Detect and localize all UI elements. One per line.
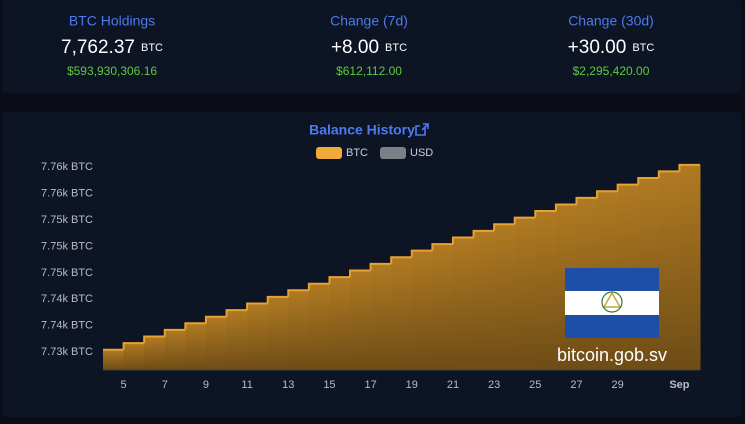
area-step — [370, 263, 392, 370]
stat-usd: $593,930,306.16 — [67, 64, 157, 78]
area-step — [391, 257, 413, 370]
step-edge — [596, 190, 618, 198]
y-tick-label: 7.74k BTC — [41, 320, 93, 332]
step-edge — [575, 196, 598, 205]
area-step — [452, 237, 475, 370]
stat-number: 7,762.37 — [61, 37, 135, 58]
step-edge — [122, 342, 145, 350]
step-edge — [410, 249, 433, 258]
area-step — [411, 250, 433, 370]
step-edge — [657, 170, 680, 179]
stat-unit: BTC — [141, 42, 163, 54]
step-edge — [163, 328, 186, 337]
area-step — [432, 244, 454, 370]
stat-value: 7,762.37 BTC — [61, 37, 163, 58]
x-tick-label: 29 — [612, 379, 624, 391]
flag — [565, 268, 659, 338]
stat-unit: BTC — [385, 42, 407, 54]
stat-label: Change (7d) — [330, 13, 408, 29]
step-edge — [513, 216, 536, 225]
y-tick-label: 7.73k BTC — [41, 346, 93, 358]
legend-swatch[interactable] — [316, 147, 342, 159]
y-tick-label: 7.75k BTC — [41, 267, 93, 279]
y-tick-label: 7.76k BTC — [41, 161, 93, 173]
stat-number: +30.00 — [568, 37, 627, 58]
step-edge — [616, 183, 639, 192]
external-link-icon[interactable] — [415, 123, 429, 136]
x-tick-label: 19 — [406, 379, 418, 391]
stat-unit: BTC — [632, 42, 654, 54]
area-step — [350, 270, 372, 370]
area-step — [144, 336, 166, 370]
area-step — [288, 290, 310, 370]
area-step — [103, 349, 125, 370]
step-edge — [328, 276, 351, 284]
stat-usd: $612,112.00 — [336, 64, 402, 78]
x-tick-label: 23 — [488, 379, 500, 391]
y-tick-label: 7.75k BTC — [41, 214, 93, 226]
area-step — [535, 211, 557, 370]
y-tick-label: 7.74k BTC — [41, 293, 93, 305]
area-step — [123, 343, 145, 370]
step-edge — [369, 262, 392, 271]
step-edge — [143, 335, 165, 344]
step-edge — [472, 229, 495, 238]
x-tick-label: 5 — [121, 379, 127, 391]
x-tick-label: 25 — [529, 379, 541, 391]
step-edge — [225, 309, 248, 317]
x-tick-label: 21 — [447, 379, 459, 391]
area-step — [267, 296, 289, 370]
step-edge — [678, 163, 700, 172]
x-tick-label: Sep — [669, 379, 689, 391]
step-edge — [349, 269, 371, 278]
area-step — [514, 217, 536, 370]
area-step — [247, 303, 269, 370]
area-step — [679, 164, 701, 370]
step-edge — [390, 256, 412, 264]
watermark: bitcoin.gob.sv — [557, 345, 667, 365]
area-step — [494, 224, 516, 370]
area-step — [329, 277, 351, 370]
x-tick-label: 7 — [162, 379, 168, 391]
stat-label: BTC Holdings — [69, 13, 155, 29]
step-edge — [637, 177, 659, 185]
legend-label[interactable]: BTC — [346, 147, 368, 159]
step-edge — [554, 203, 577, 212]
step-edge — [451, 236, 474, 245]
stat-value: +8.00 BTC — [331, 37, 407, 58]
stat-value: +30.00 BTC — [568, 37, 655, 58]
legend-swatch[interactable] — [380, 147, 406, 159]
x-tick-label: 17 — [364, 379, 376, 391]
step-edge — [204, 315, 227, 324]
x-tick-label: 13 — [282, 379, 294, 391]
step-edge — [184, 322, 206, 330]
step-edge — [266, 295, 289, 304]
stat-number: +8.00 — [331, 37, 379, 58]
stat-label: Change (30d) — [568, 13, 654, 29]
step-edge — [534, 210, 556, 218]
area-step — [473, 230, 495, 370]
x-tick-label: 11 — [241, 379, 252, 391]
area-step — [308, 283, 330, 370]
step-edge — [287, 289, 309, 297]
chart-title: Balance History — [309, 122, 415, 138]
step-edge — [307, 282, 330, 291]
stats-panel — [2, 0, 741, 93]
step-edge — [493, 223, 515, 231]
x-tick-label: 9 — [203, 379, 209, 391]
area-step — [205, 316, 228, 370]
step-edge — [431, 243, 453, 251]
y-tick-label: 7.76k BTC — [41, 188, 93, 200]
area-step — [164, 329, 186, 370]
area-step — [185, 323, 207, 370]
x-tick-label: 27 — [570, 379, 582, 391]
stat-usd: $2,295,420.00 — [573, 64, 650, 78]
area-step — [226, 310, 248, 370]
step-edge — [246, 302, 268, 311]
legend-label[interactable]: USD — [410, 147, 433, 159]
x-tick-label: 15 — [323, 379, 335, 391]
y-tick-label: 7.75k BTC — [41, 240, 93, 252]
area-step — [658, 171, 680, 370]
